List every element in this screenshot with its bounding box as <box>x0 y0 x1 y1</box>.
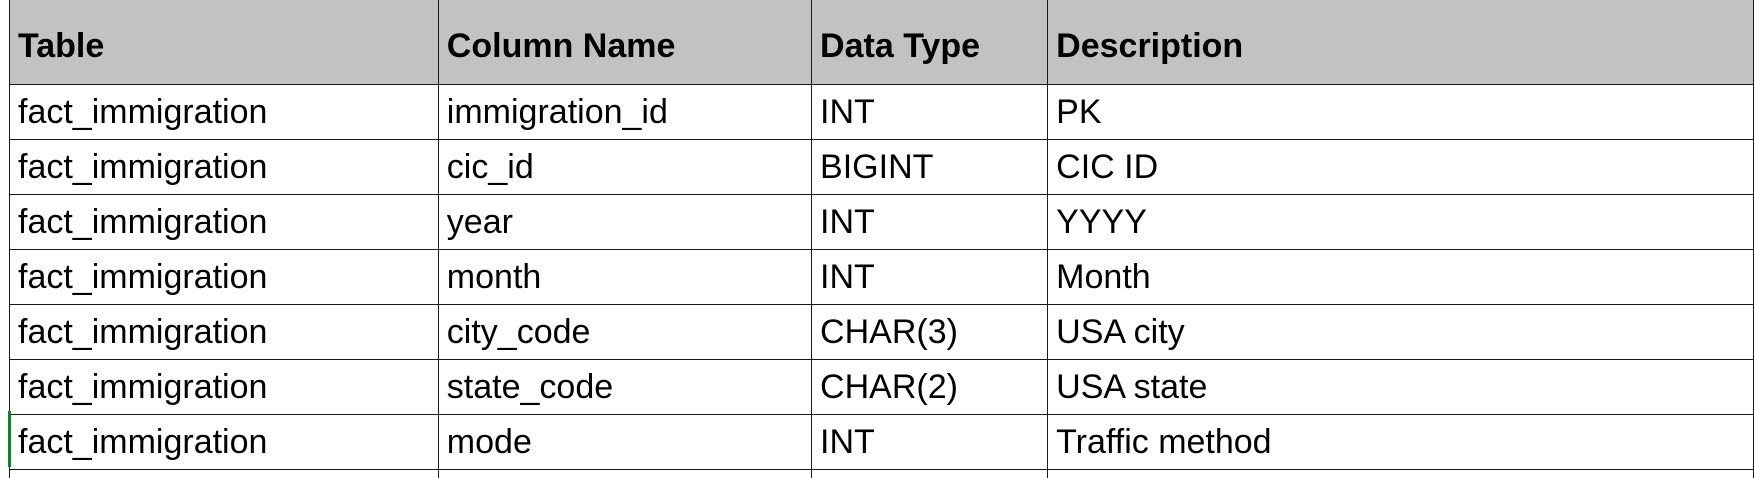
schema-table: Table Column Name Data Type Description … <box>9 0 1754 478</box>
cell-empty[interactable] <box>1047 469 1754 478</box>
table-row: fact_immigration year INT YYYY <box>9 194 1754 250</box>
cell-column-name[interactable]: month <box>437 249 813 305</box>
table-row: fact_immigration month INT Month <box>9 249 1754 305</box>
cell-column-name[interactable]: year <box>437 194 813 250</box>
cell-data-type[interactable]: BIGINT <box>811 139 1049 195</box>
cell-table[interactable]: fact_immigration <box>9 194 439 250</box>
cell-description[interactable]: USA city <box>1047 304 1754 360</box>
header-cell-table[interactable]: Table <box>9 0 439 85</box>
cell-column-name[interactable]: cic_id <box>437 139 813 195</box>
cell-description[interactable]: Month <box>1047 249 1754 305</box>
cell-data-type[interactable]: INT <box>811 414 1049 470</box>
cell-description[interactable]: CIC ID <box>1047 139 1754 195</box>
cell-table[interactable]: fact_immigration <box>9 359 439 415</box>
cell-data-type[interactable]: INT <box>811 84 1049 140</box>
cell-table[interactable]: fact_immigration <box>9 84 439 140</box>
cell-description[interactable]: YYYY <box>1047 194 1754 250</box>
cell-empty[interactable] <box>811 469 1049 478</box>
cell-description[interactable]: USA state <box>1047 359 1754 415</box>
cell-table[interactable]: fact_immigration <box>9 304 439 360</box>
cell-description[interactable]: PK <box>1047 84 1754 140</box>
cell-column-name[interactable]: state_code <box>437 359 813 415</box>
cell-table[interactable]: fact_immigration <box>9 414 439 470</box>
cell-column-name[interactable]: immigration_id <box>437 84 813 140</box>
cell-table[interactable]: fact_immigration <box>9 139 439 195</box>
table-row-partial <box>9 469 1754 478</box>
cell-column-name[interactable]: mode <box>437 414 813 470</box>
cell-data-type[interactable]: CHAR(2) <box>811 359 1049 415</box>
table-row: fact_immigration immigration_id INT PK <box>9 84 1754 140</box>
cell-empty[interactable] <box>9 469 439 478</box>
header-cell-description[interactable]: Description <box>1047 0 1754 85</box>
header-cell-data-type[interactable]: Data Type <box>811 0 1049 85</box>
table-row: fact_immigration mode INT Traffic method <box>9 414 1754 470</box>
selection-indicator <box>8 411 11 467</box>
cell-empty[interactable] <box>437 469 813 478</box>
header-row: Table Column Name Data Type Description <box>9 0 1754 85</box>
cell-table[interactable]: fact_immigration <box>9 249 439 305</box>
table-row: fact_immigration city_code CHAR(3) USA c… <box>9 304 1754 360</box>
header-cell-column-name[interactable]: Column Name <box>437 0 813 85</box>
table-row: fact_immigration state_code CHAR(2) USA … <box>9 359 1754 415</box>
cell-data-type[interactable]: CHAR(3) <box>811 304 1049 360</box>
table-row: fact_immigration cic_id BIGINT CIC ID <box>9 139 1754 195</box>
cell-description[interactable]: Traffic method <box>1047 414 1754 470</box>
cell-data-type[interactable]: INT <box>811 249 1049 305</box>
cell-column-name[interactable]: city_code <box>437 304 813 360</box>
cell-data-type[interactable]: INT <box>811 194 1049 250</box>
